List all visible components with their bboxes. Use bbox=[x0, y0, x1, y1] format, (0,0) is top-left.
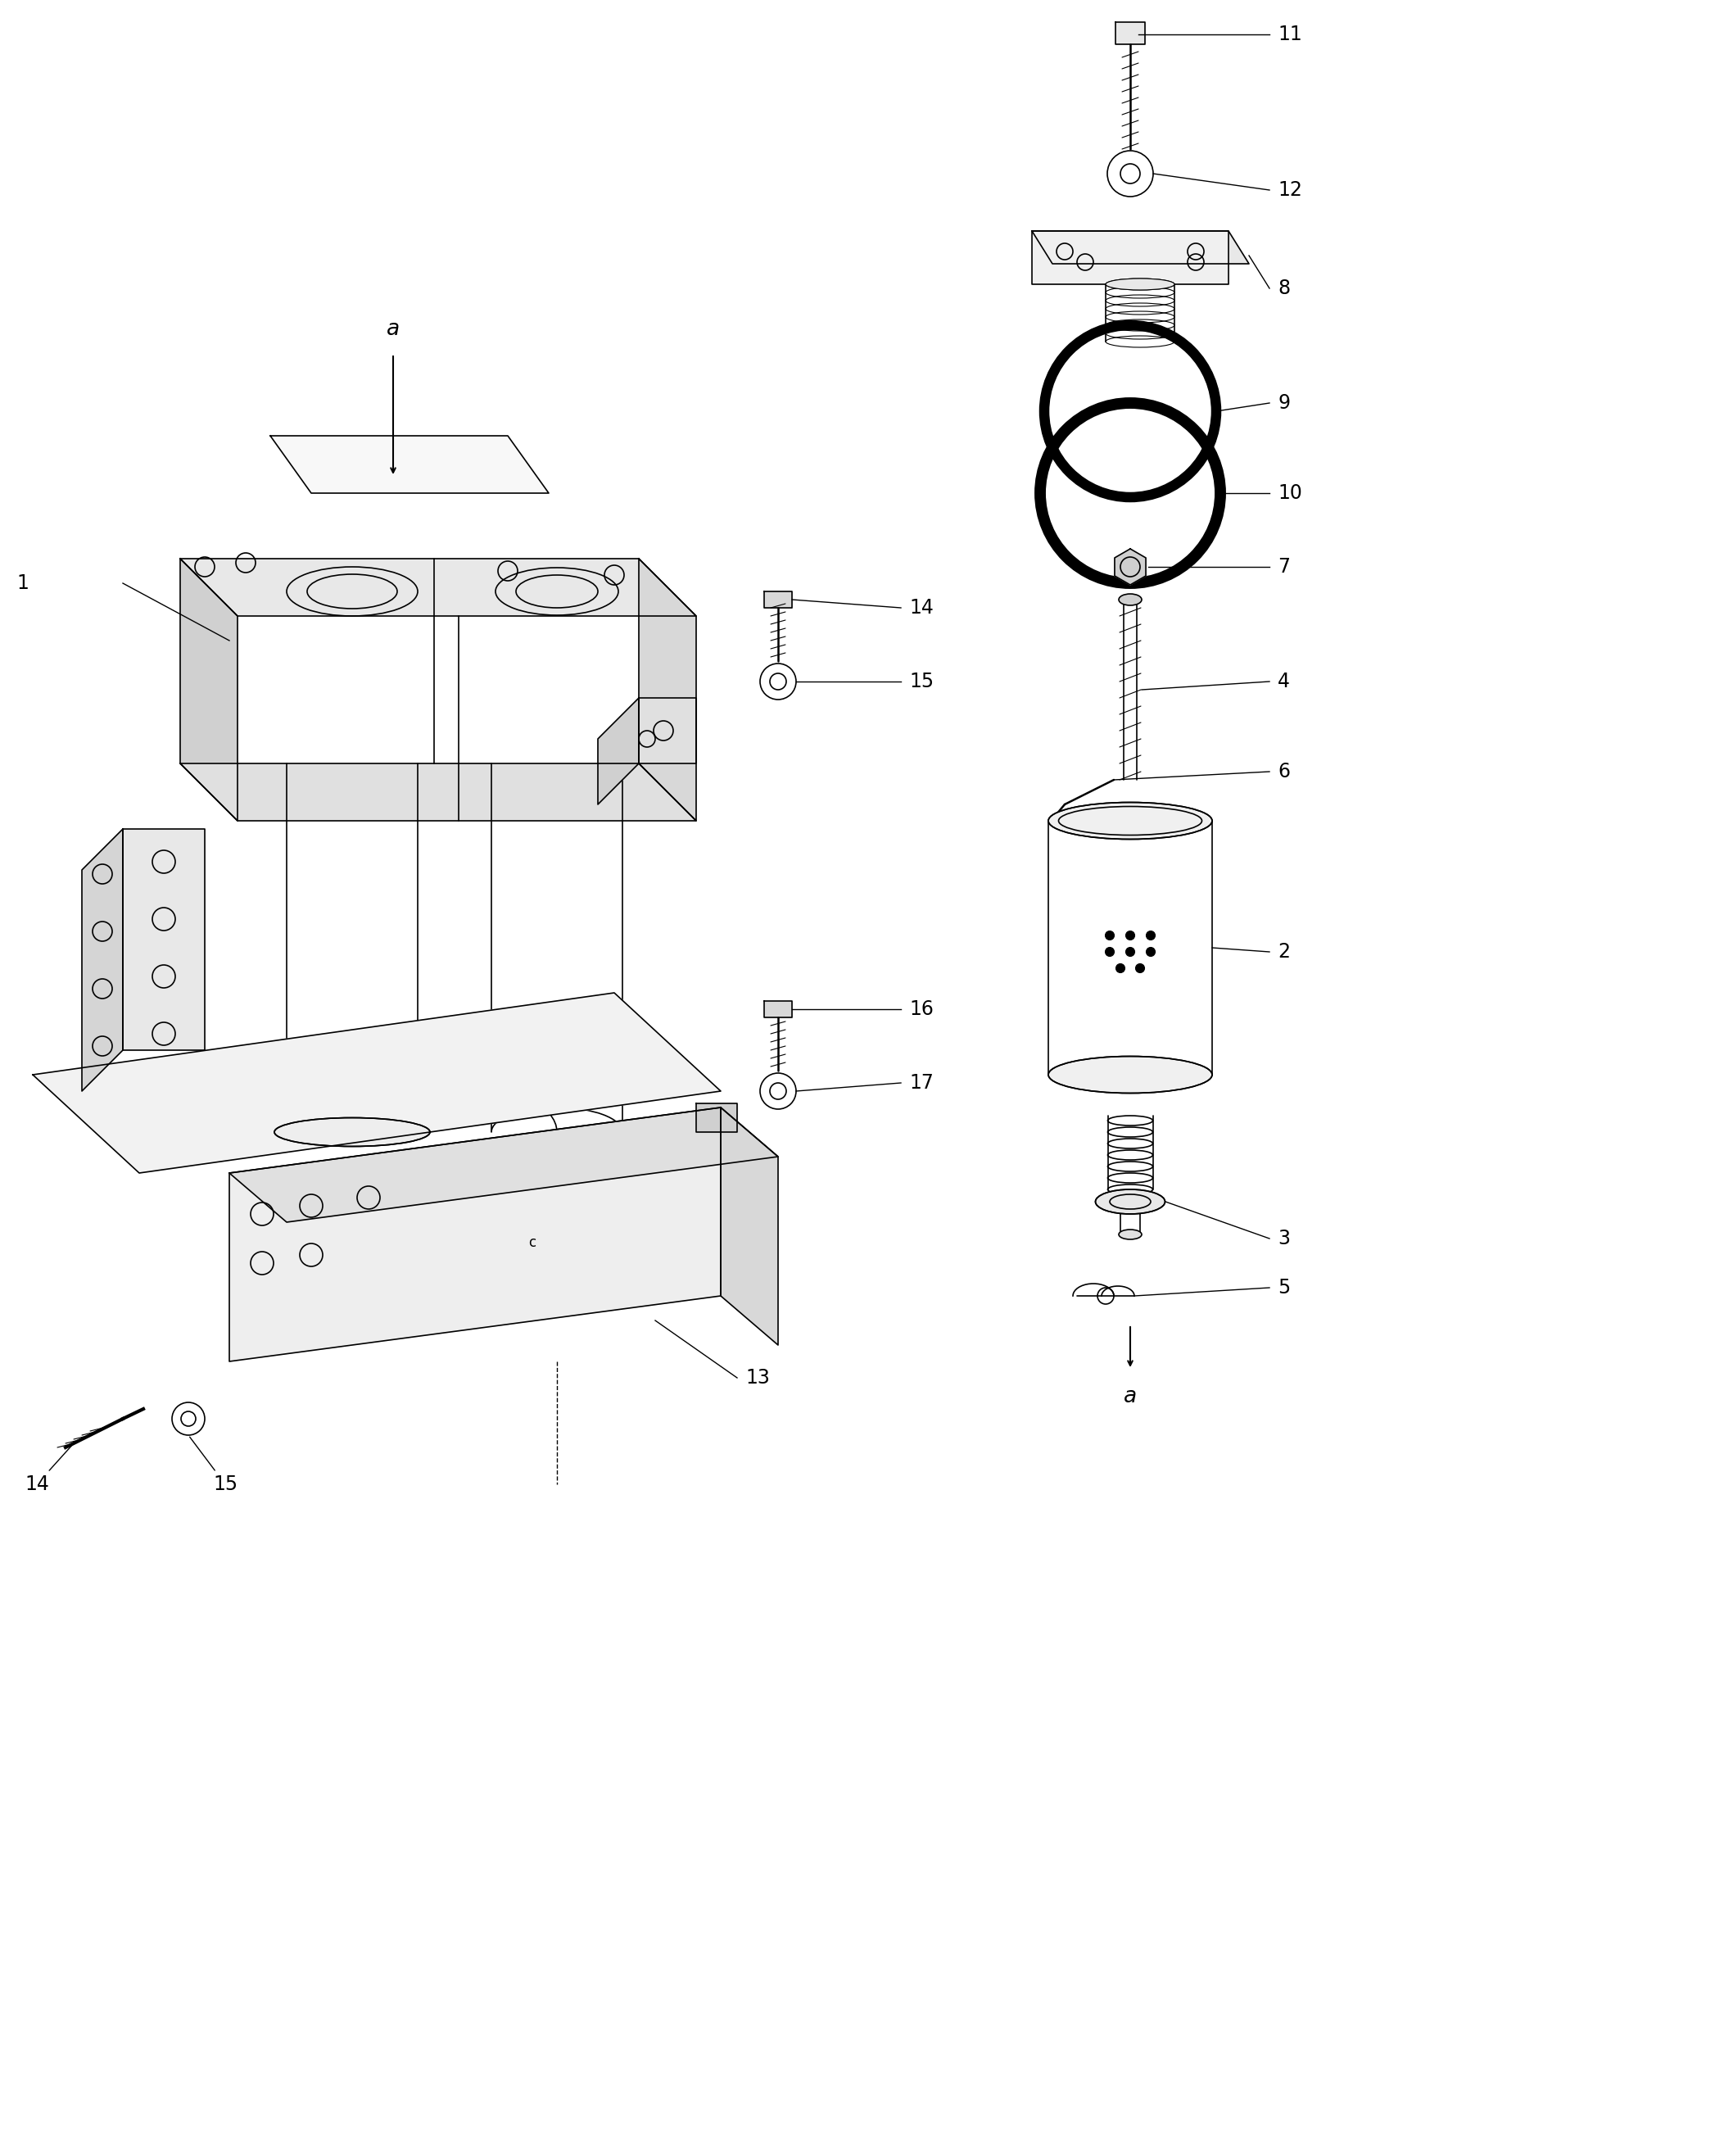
Text: 14: 14 bbox=[24, 1445, 72, 1494]
Polygon shape bbox=[599, 699, 638, 804]
Polygon shape bbox=[1115, 550, 1146, 584]
Polygon shape bbox=[180, 763, 696, 821]
Text: 9: 9 bbox=[1278, 392, 1290, 412]
Polygon shape bbox=[720, 1108, 779, 1345]
Polygon shape bbox=[638, 699, 696, 763]
Circle shape bbox=[1104, 946, 1115, 957]
Polygon shape bbox=[638, 558, 696, 821]
Ellipse shape bbox=[1048, 802, 1213, 839]
Text: 16: 16 bbox=[909, 1000, 933, 1020]
Polygon shape bbox=[180, 558, 237, 821]
Text: c: c bbox=[528, 1235, 537, 1250]
Text: 10: 10 bbox=[1278, 483, 1302, 502]
Ellipse shape bbox=[1118, 593, 1142, 606]
Text: 15: 15 bbox=[190, 1436, 238, 1494]
Polygon shape bbox=[271, 436, 549, 494]
Ellipse shape bbox=[1048, 1056, 1213, 1093]
Text: 11: 11 bbox=[1278, 24, 1302, 45]
Text: 13: 13 bbox=[746, 1367, 770, 1388]
Polygon shape bbox=[230, 1108, 720, 1360]
Circle shape bbox=[1116, 964, 1125, 972]
Polygon shape bbox=[765, 591, 792, 608]
Polygon shape bbox=[765, 1000, 792, 1018]
Text: 1: 1 bbox=[17, 573, 29, 593]
Circle shape bbox=[1146, 931, 1156, 940]
Polygon shape bbox=[696, 1104, 737, 1132]
Text: 15: 15 bbox=[909, 673, 933, 692]
Polygon shape bbox=[123, 828, 204, 1050]
Ellipse shape bbox=[274, 1117, 430, 1147]
Circle shape bbox=[1125, 946, 1135, 957]
Ellipse shape bbox=[1106, 278, 1175, 289]
Circle shape bbox=[1135, 964, 1144, 972]
Text: 5: 5 bbox=[1278, 1279, 1290, 1298]
Text: 6: 6 bbox=[1278, 761, 1290, 780]
Polygon shape bbox=[82, 828, 123, 1091]
Text: 3: 3 bbox=[1278, 1229, 1290, 1248]
Polygon shape bbox=[33, 992, 720, 1173]
Text: 8: 8 bbox=[1278, 278, 1290, 298]
Text: 12: 12 bbox=[1278, 181, 1302, 201]
Circle shape bbox=[1146, 946, 1156, 957]
Text: 2: 2 bbox=[1278, 942, 1290, 962]
Ellipse shape bbox=[1118, 1229, 1142, 1240]
Circle shape bbox=[1125, 931, 1135, 940]
Circle shape bbox=[1104, 931, 1115, 940]
Text: a: a bbox=[1123, 1386, 1137, 1408]
Polygon shape bbox=[1032, 231, 1249, 263]
Polygon shape bbox=[180, 558, 696, 617]
Text: 4: 4 bbox=[1278, 673, 1290, 692]
Polygon shape bbox=[230, 1108, 779, 1222]
Polygon shape bbox=[1115, 22, 1146, 45]
Polygon shape bbox=[1032, 231, 1228, 285]
Text: 14: 14 bbox=[909, 597, 933, 617]
Text: a: a bbox=[386, 319, 400, 341]
Text: 7: 7 bbox=[1278, 556, 1290, 576]
Text: 17: 17 bbox=[909, 1074, 933, 1093]
Ellipse shape bbox=[1096, 1190, 1164, 1214]
